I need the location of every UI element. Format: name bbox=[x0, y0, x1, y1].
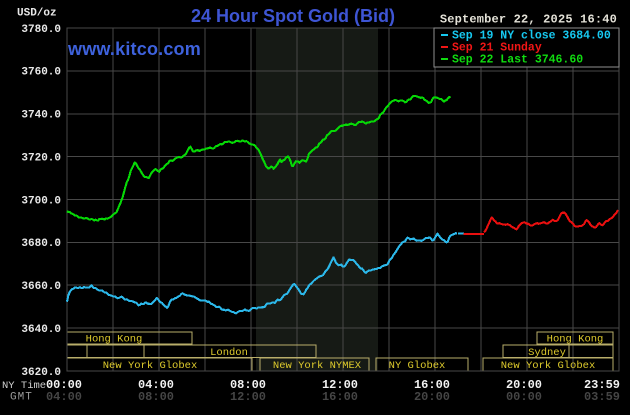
svg-text:08:00: 08:00 bbox=[138, 390, 174, 404]
svg-text:London: London bbox=[210, 347, 248, 359]
svg-text:03:59: 03:59 bbox=[584, 390, 620, 404]
svg-text:16:00: 16:00 bbox=[414, 378, 450, 392]
svg-text:New York Globex: New York Globex bbox=[103, 360, 198, 372]
svg-text:12:00: 12:00 bbox=[322, 378, 358, 392]
svg-text:00:00: 00:00 bbox=[506, 390, 542, 404]
svg-text:20:00: 20:00 bbox=[506, 378, 542, 392]
svg-text:Sydney: Sydney bbox=[528, 347, 566, 359]
svg-text:3720.0: 3720.0 bbox=[21, 152, 61, 164]
svg-text:04:00: 04:00 bbox=[138, 378, 174, 392]
svg-text:3680.0: 3680.0 bbox=[21, 238, 61, 250]
svg-text:12:00: 12:00 bbox=[230, 390, 266, 404]
svg-text:Sep 21 Sunday: Sep 21 Sunday bbox=[452, 42, 542, 55]
svg-text:08:00: 08:00 bbox=[230, 378, 266, 392]
svg-text:00:00: 00:00 bbox=[46, 378, 82, 392]
svg-text:23:59: 23:59 bbox=[584, 378, 620, 392]
svg-text:04:00: 04:00 bbox=[46, 390, 82, 404]
svg-text:NY Time: NY Time bbox=[2, 380, 46, 392]
svg-text:www.kitco.com: www.kitco.com bbox=[67, 39, 201, 59]
svg-text:20:00: 20:00 bbox=[414, 390, 450, 404]
svg-text:3660.0: 3660.0 bbox=[21, 281, 61, 293]
svg-text:24 Hour Spot Gold (Bid): 24 Hour Spot Gold (Bid) bbox=[191, 6, 395, 26]
svg-text:3700.0: 3700.0 bbox=[21, 195, 61, 207]
svg-text:New York Globex: New York Globex bbox=[501, 360, 596, 372]
svg-text:3760.0: 3760.0 bbox=[21, 67, 61, 79]
svg-text:16:00: 16:00 bbox=[322, 390, 358, 404]
svg-text:3640.0: 3640.0 bbox=[21, 324, 61, 336]
svg-text:3780.0: 3780.0 bbox=[21, 24, 61, 36]
svg-text:Hong Kong: Hong Kong bbox=[547, 334, 604, 346]
svg-text:3740.0: 3740.0 bbox=[21, 110, 61, 122]
svg-text:USD/oz: USD/oz bbox=[17, 8, 57, 20]
svg-text:September 22, 2025 16:40: September 22, 2025 16:40 bbox=[440, 13, 617, 27]
svg-text:Hong Kong: Hong Kong bbox=[86, 334, 143, 346]
svg-text:Sep 22 Last 3746.60: Sep 22 Last 3746.60 bbox=[452, 54, 583, 67]
svg-text:GMT: GMT bbox=[10, 392, 33, 404]
svg-text:New York NYMEX: New York NYMEX bbox=[273, 360, 362, 372]
svg-text:NY Globex: NY Globex bbox=[389, 360, 446, 372]
svg-text:3620.0: 3620.0 bbox=[21, 367, 61, 379]
svg-text:Sep 19 NY close 3684.00: Sep 19 NY close 3684.00 bbox=[452, 30, 611, 43]
